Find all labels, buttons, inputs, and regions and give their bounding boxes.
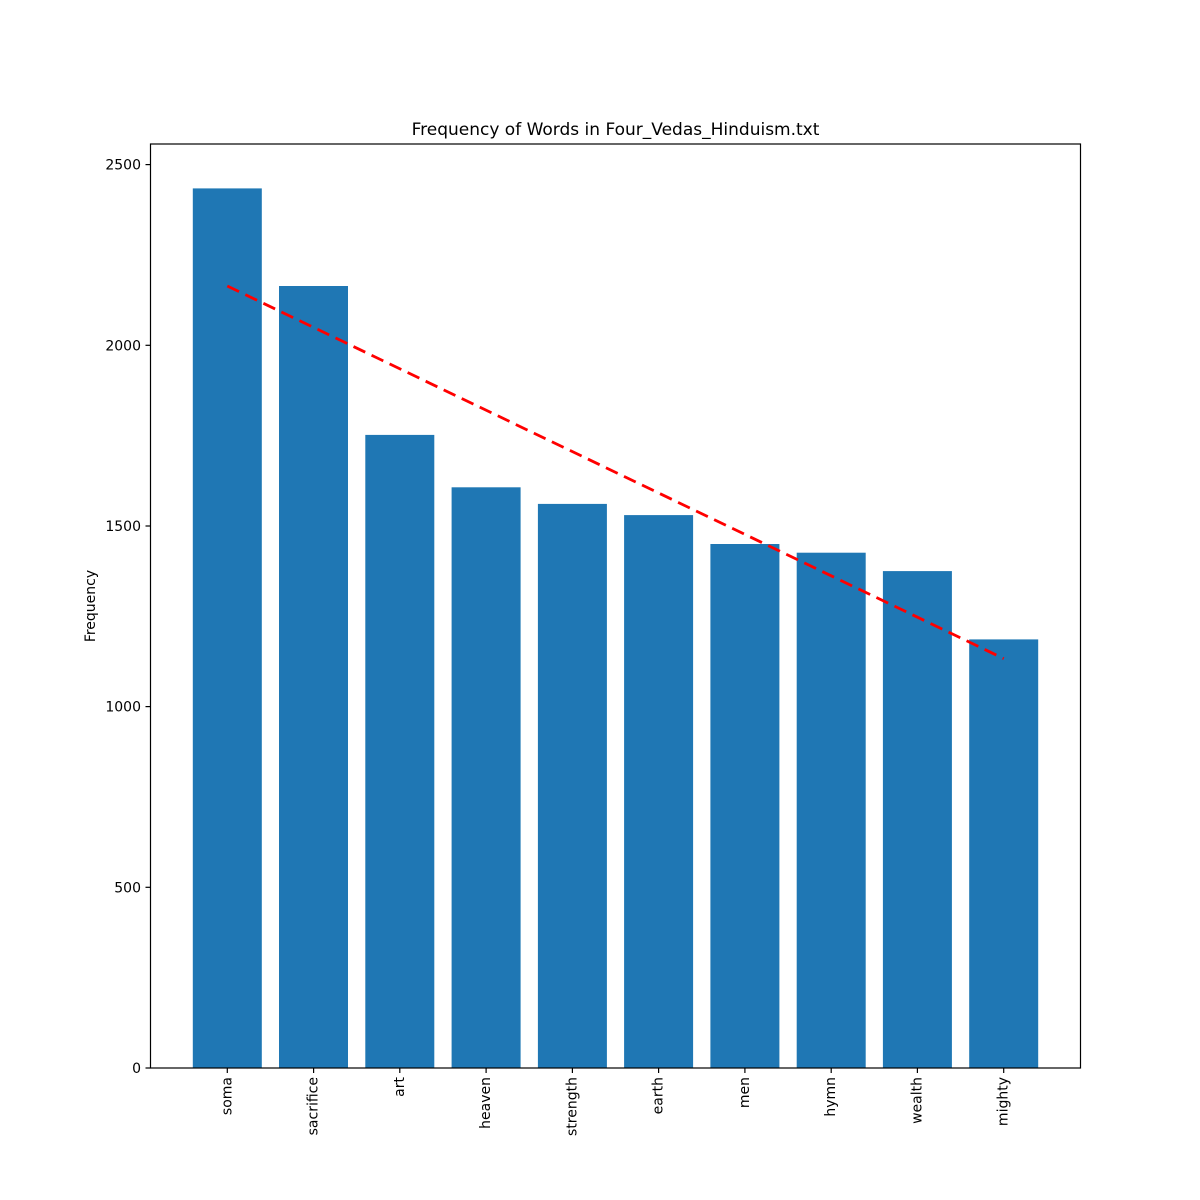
y-tick-label: 2000 bbox=[105, 338, 141, 354]
x-tick-label-men: men bbox=[737, 1077, 753, 1108]
chart-title: Frequency of Words in Four_Vedas_Hinduis… bbox=[412, 120, 820, 140]
trend-line bbox=[226, 284, 1005, 660]
x-tick-label-art: art bbox=[392, 1076, 408, 1096]
bar-heaven bbox=[451, 487, 521, 1068]
y-axis-label: Frequency bbox=[83, 570, 99, 642]
bar-earth bbox=[624, 515, 694, 1068]
bar-wealth bbox=[882, 571, 952, 1068]
bar-men bbox=[710, 544, 780, 1068]
y-tick-label: 1000 bbox=[105, 700, 141, 716]
plot-area: 0 500 1000 1500 2000 2500 soma sacrifice art heav… bbox=[105, 143, 1082, 1136]
bar-hymn bbox=[796, 552, 866, 1068]
x-tick-label-wealth: wealth bbox=[909, 1077, 925, 1124]
bar-soma bbox=[192, 188, 262, 1068]
x-tick-label-hymn: hymn bbox=[823, 1077, 839, 1117]
bar-sacrifice bbox=[279, 286, 348, 1068]
bar-art bbox=[365, 434, 435, 1068]
x-tick-label-mighty: mighty bbox=[996, 1077, 1012, 1126]
y-tick-label: 0 bbox=[132, 1061, 141, 1077]
x-tick-label-soma: soma bbox=[219, 1077, 235, 1115]
x-tick-label-sacrifice: sacrifice bbox=[306, 1077, 322, 1135]
x-tick-label-strength: strength bbox=[564, 1077, 580, 1136]
bar-strength bbox=[537, 503, 607, 1068]
y-tick-label: 1500 bbox=[105, 519, 141, 535]
x-tick-label-earth: earth bbox=[651, 1077, 667, 1114]
x-tick-label-heaven: heaven bbox=[478, 1077, 494, 1129]
bar-mighty bbox=[969, 639, 1039, 1068]
plot-frame bbox=[149, 143, 1082, 1069]
y-tick-label: 500 bbox=[114, 880, 141, 896]
y-tick-label: 2500 bbox=[105, 158, 141, 174]
